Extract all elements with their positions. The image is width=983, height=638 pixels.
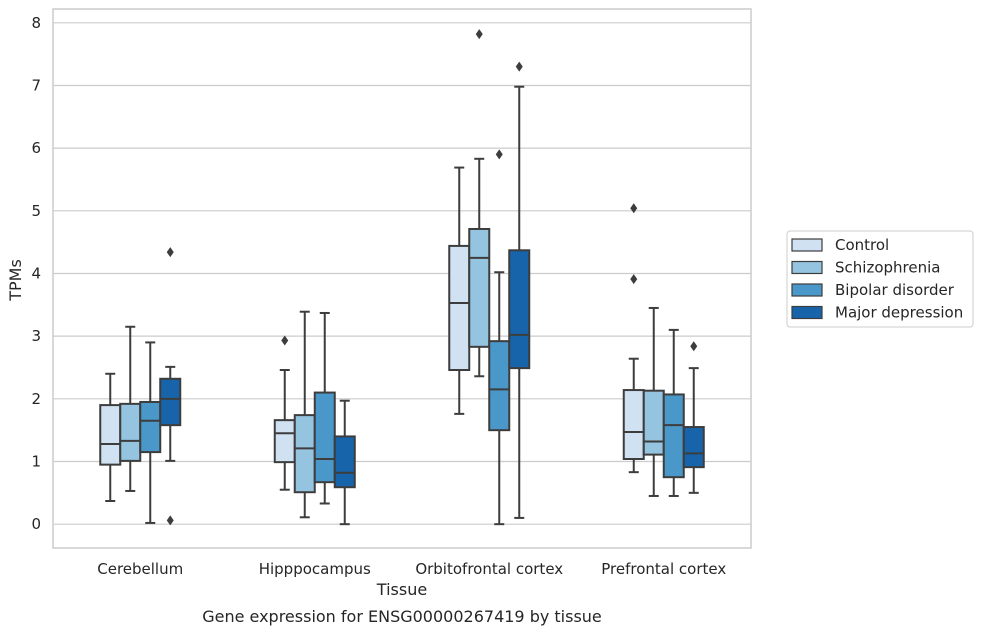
y-tick-labels: 0 1 2 3 4 5 6 7 8 (31, 14, 41, 533)
legend-label: Bipolar disorder (835, 281, 955, 299)
box-iqr (293, 414, 316, 494)
y-tick-label: 3 (31, 327, 41, 345)
y-tick-label: 7 (31, 76, 41, 94)
box-iqr (139, 400, 162, 454)
box-element (333, 399, 356, 526)
x-tick-labels: Cerebellum Hipppocampus Orbitofrontal cort… (97, 560, 726, 578)
plot-area (53, 9, 751, 548)
box-iqr (508, 249, 531, 370)
x-tick-label: Cerebellum (97, 560, 183, 578)
box-iqr (159, 377, 182, 427)
legend-swatch (791, 238, 823, 252)
y-tick-label: 2 (31, 390, 41, 408)
box-iqr (488, 340, 511, 432)
outlier-marker (475, 29, 483, 40)
box-element (99, 372, 122, 502)
box-iqr (99, 404, 122, 466)
plot-frame (52, 8, 752, 549)
legend-swatch (791, 260, 823, 275)
legend-label: Major depression (835, 304, 963, 322)
box-iqr (662, 393, 685, 479)
box-iqr (468, 227, 491, 348)
box-element (159, 247, 182, 526)
box-element (488, 149, 511, 526)
legend-frame (786, 230, 974, 328)
legend: Control Schizophrenia Bipolar disorder Majo… (786, 230, 974, 328)
figure-caption: Gene expression for ENSG00000267419 by t… (202, 607, 602, 626)
box-iqr (333, 435, 356, 489)
y-tick-label: 0 (31, 515, 41, 533)
legend-swatch (791, 283, 823, 297)
box-iqr (119, 402, 142, 462)
box-element (448, 166, 471, 415)
outlier-marker (166, 515, 174, 526)
outlier-marker (281, 335, 289, 346)
box-element (139, 341, 162, 524)
y-tick-label: 1 (31, 453, 41, 471)
y-tick-label: 5 (31, 202, 41, 220)
x-tick-label: Hipppocampus (259, 560, 371, 578)
legend-label: Schizophrenia (835, 259, 940, 277)
outlier-marker (515, 61, 523, 72)
y-axis-title: TPMs (6, 259, 25, 302)
outlier-marker (690, 341, 698, 352)
x-tick-label: Prefrontal cortex (601, 560, 726, 578)
x-axis-title: Tissue (376, 580, 427, 599)
box-element (468, 29, 491, 378)
box-iqr (642, 389, 665, 456)
outlier-marker (495, 149, 503, 160)
y-tick-label: 8 (31, 14, 41, 32)
outlier-marker (630, 203, 638, 214)
box-element (682, 341, 705, 494)
y-tick-label: 6 (31, 139, 41, 157)
legend-swatch (791, 305, 823, 320)
x-tick-label: Orbitofrontal cortex (415, 560, 563, 578)
box-iqr (622, 389, 645, 461)
box-element (508, 61, 531, 519)
boxes (99, 29, 705, 526)
box-iqr (682, 426, 705, 469)
box-element (313, 311, 336, 505)
y-tick-label: 4 (31, 264, 41, 282)
legend-label: Control (835, 236, 889, 254)
box-iqr (448, 244, 471, 372)
box-element (662, 328, 685, 497)
outlier-marker (630, 274, 638, 285)
box-iqr (273, 419, 296, 464)
outlier-marker (166, 247, 174, 258)
box-iqr (313, 391, 336, 484)
